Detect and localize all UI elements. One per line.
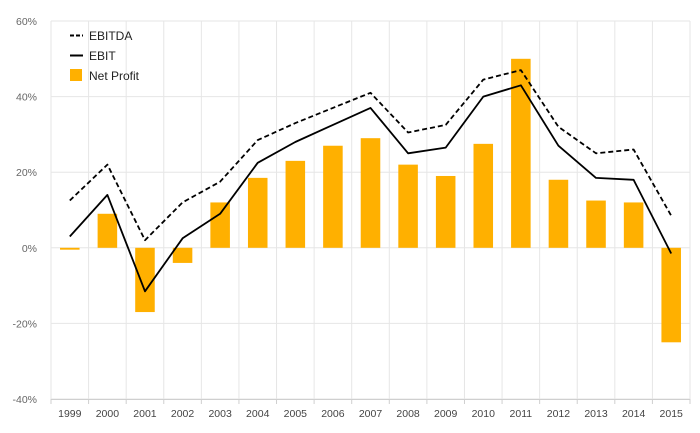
y-tick-label: -40% <box>12 394 37 406</box>
legend-net-profit-swatch <box>70 69 82 81</box>
x-tick-label: 2010 <box>472 408 496 420</box>
x-tick-label: 2005 <box>284 408 308 420</box>
x-tick-label: 2006 <box>321 408 345 420</box>
x-tick-label: 2001 <box>133 408 157 420</box>
bar-net-profit-2014 <box>623 202 644 248</box>
bar-layer <box>60 58 681 343</box>
bar-net-profit-1999 <box>60 247 80 250</box>
legend: EBITDA EBIT Net Profit <box>70 29 140 83</box>
x-tick-label: 2003 <box>208 408 232 420</box>
bar-net-profit-2013 <box>586 200 606 248</box>
bar-net-profit-2009 <box>435 175 456 248</box>
x-tick-label: 2014 <box>622 408 646 420</box>
x-tick-label: 2009 <box>434 408 458 420</box>
y-tick-label: 0% <box>22 243 37 255</box>
bar-net-profit-2005 <box>285 160 306 248</box>
line-ebitda <box>69 69 672 242</box>
bar-net-profit-2006 <box>323 145 343 248</box>
bar-net-profit-2012 <box>548 179 569 248</box>
y-tick-label: 20% <box>16 167 37 179</box>
bar-net-profit-2008 <box>398 164 418 248</box>
legend-ebitda-label: EBITDA <box>89 29 132 43</box>
x-tick-label: 2012 <box>547 408 571 420</box>
x-tick-label: 2008 <box>396 408 420 420</box>
bar-net-profit-2002 <box>172 247 193 263</box>
y-tick-label: -20% <box>12 318 37 330</box>
x-tick-label: 2011 <box>510 408 533 420</box>
legend-net-profit-label: Net Profit <box>89 69 140 83</box>
bar-net-profit-2003 <box>210 202 230 248</box>
line-ebit <box>69 84 673 293</box>
bar-net-profit-2007 <box>360 138 381 248</box>
bar-net-profit-2011 <box>511 58 531 248</box>
bar-net-profit-2001 <box>135 247 155 313</box>
x-tick-label: 2015 <box>660 408 684 420</box>
y-tick-label: 60% <box>16 16 37 28</box>
x-tick-label: 2013 <box>584 408 608 420</box>
line-layer <box>69 69 673 293</box>
x-tick-label: 1999 <box>58 408 82 420</box>
x-tick-label: 2002 <box>171 408 195 420</box>
x-tick-label: 2007 <box>359 408 383 420</box>
bar-net-profit-2004 <box>247 177 268 248</box>
y-tick-label: 40% <box>16 92 37 104</box>
bar-net-profit-2015 <box>661 247 681 343</box>
x-tick-label: 2000 <box>96 408 120 420</box>
bar-net-profit-2010 <box>473 143 494 248</box>
legend-ebit-label: EBIT <box>89 49 116 63</box>
x-tick-label: 2004 <box>246 408 270 420</box>
bar-net-profit-2000 <box>97 213 118 248</box>
axis-layer: 60% 40% 20% 0% -20% -40% 1999 2000 2001 2002 2003 2… <box>12 16 691 420</box>
